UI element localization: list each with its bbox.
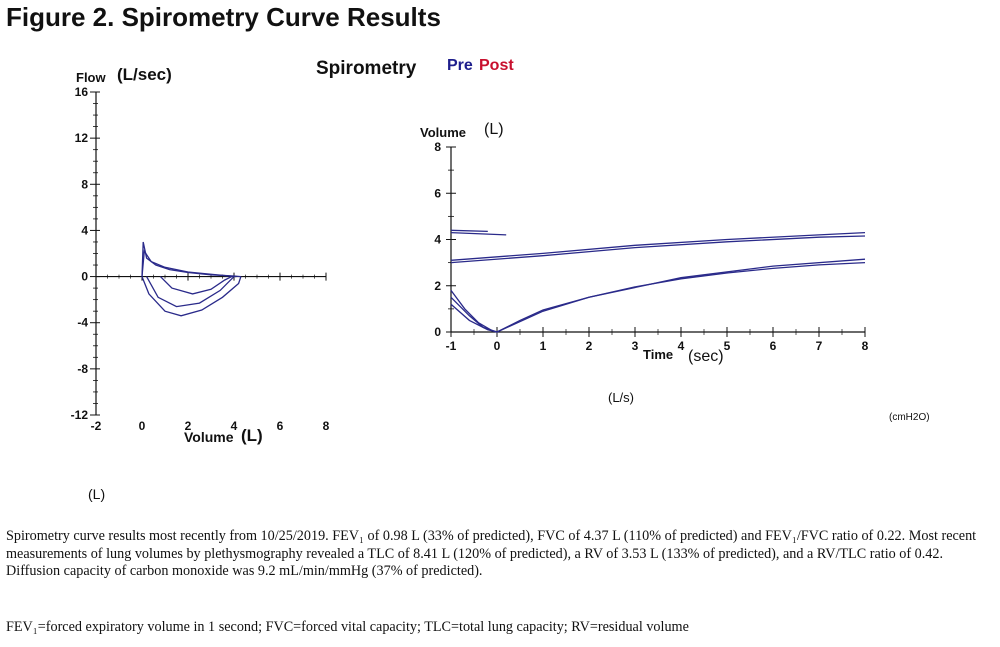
- vt-xlabel-unit: (sec): [688, 348, 724, 365]
- vt-y-tick-label: 0: [434, 325, 441, 339]
- abbreviations-note: FEV₁=forced expiratory volume in 1 secon…: [6, 619, 689, 635]
- vt-y-tick-label: 8: [434, 140, 441, 154]
- vt-ylabel-unit: (L): [484, 121, 504, 138]
- vt-x-tick-label: 5: [724, 339, 731, 353]
- vt-y-tick-label: 2: [434, 279, 441, 293]
- fv-series-3: [146, 276, 235, 308]
- fv-y-tick-label: 12: [75, 131, 89, 145]
- fv-series-4: [159, 276, 232, 295]
- fv-y-tick-label: -4: [77, 316, 88, 330]
- fv-y-tick-label: 16: [75, 85, 89, 99]
- vt-series-5: [450, 231, 507, 236]
- vt-series-0: [450, 261, 866, 333]
- fv-ylabel-unit: (L/sec): [117, 65, 172, 84]
- fv-xlabel-unit: (L): [241, 426, 263, 445]
- fv-ylabel: Flow: [76, 70, 106, 85]
- vt-series-4: [450, 231, 866, 261]
- vt-x-tick-label: 4: [678, 339, 685, 353]
- fv-x-tick-label: 4: [231, 419, 238, 433]
- fv-x-tick-label: 2: [185, 419, 192, 433]
- fv-y-tick-label: 4: [81, 223, 88, 237]
- fv-series-1: [141, 249, 237, 278]
- legend-pre: Pre: [447, 57, 473, 74]
- vt-x-tick-label: 6: [770, 339, 777, 353]
- fv-x-tick-label: 0: [139, 419, 146, 433]
- vt-x-tick-label: 8: [862, 339, 869, 353]
- vt-x-tick-label: 2: [586, 339, 593, 353]
- fv-xlabel: Volume: [184, 429, 234, 445]
- volume-time-chart: 0 2 4 6 8 -1 0 1 2 3 4 5 6 7 8: [434, 140, 868, 353]
- vt-y-tick-label: 6: [434, 186, 441, 200]
- vt-ylabel: Volume: [420, 125, 466, 140]
- fv-y-tick-label: 0: [81, 270, 88, 284]
- vt-x-tick-label: 7: [816, 339, 823, 353]
- fv-series-2: [141, 276, 242, 317]
- vt-x-tick-label: 3: [632, 339, 639, 353]
- vt-xlabel: Time: [643, 347, 674, 362]
- fv-y-tick-label: -12: [71, 408, 89, 422]
- fv-x-tick-label: -2: [91, 419, 102, 433]
- fv-y-tick-label: 8: [81, 177, 88, 191]
- vt-series-1: [450, 258, 866, 333]
- fv-x-tick-label: 8: [323, 419, 330, 433]
- fv-series-0: [141, 241, 241, 278]
- vt-series-2: [450, 303, 498, 333]
- figure-title: Figure 2. Spirometry Curve Results: [6, 2, 441, 32]
- figure-caption: Spirometry curve results most recently f…: [6, 528, 977, 579]
- l-unit-label: (L): [88, 486, 106, 502]
- vt-x-tick-label: 1: [540, 339, 547, 353]
- vt-x-tick-label: 0: [494, 339, 501, 353]
- fv-y-tick-label: -8: [77, 362, 88, 376]
- fv-x-tick-label: 6: [277, 419, 284, 433]
- l-per-s-label: (L/s): [608, 390, 634, 405]
- vt-y-tick-label: 4: [434, 233, 441, 247]
- vt-x-tick-label: -1: [446, 339, 457, 353]
- cmh2o-label: (cmH2O): [889, 412, 930, 423]
- legend-title: Spirometry: [316, 58, 417, 79]
- vt-series-3: [450, 235, 866, 264]
- flow-volume-chart: -12 -8 -4 0 4 8 12 16 -2 0 2 4 6 8: [71, 85, 330, 433]
- vt-series-6: [450, 229, 488, 233]
- legend-post: Post: [479, 57, 514, 74]
